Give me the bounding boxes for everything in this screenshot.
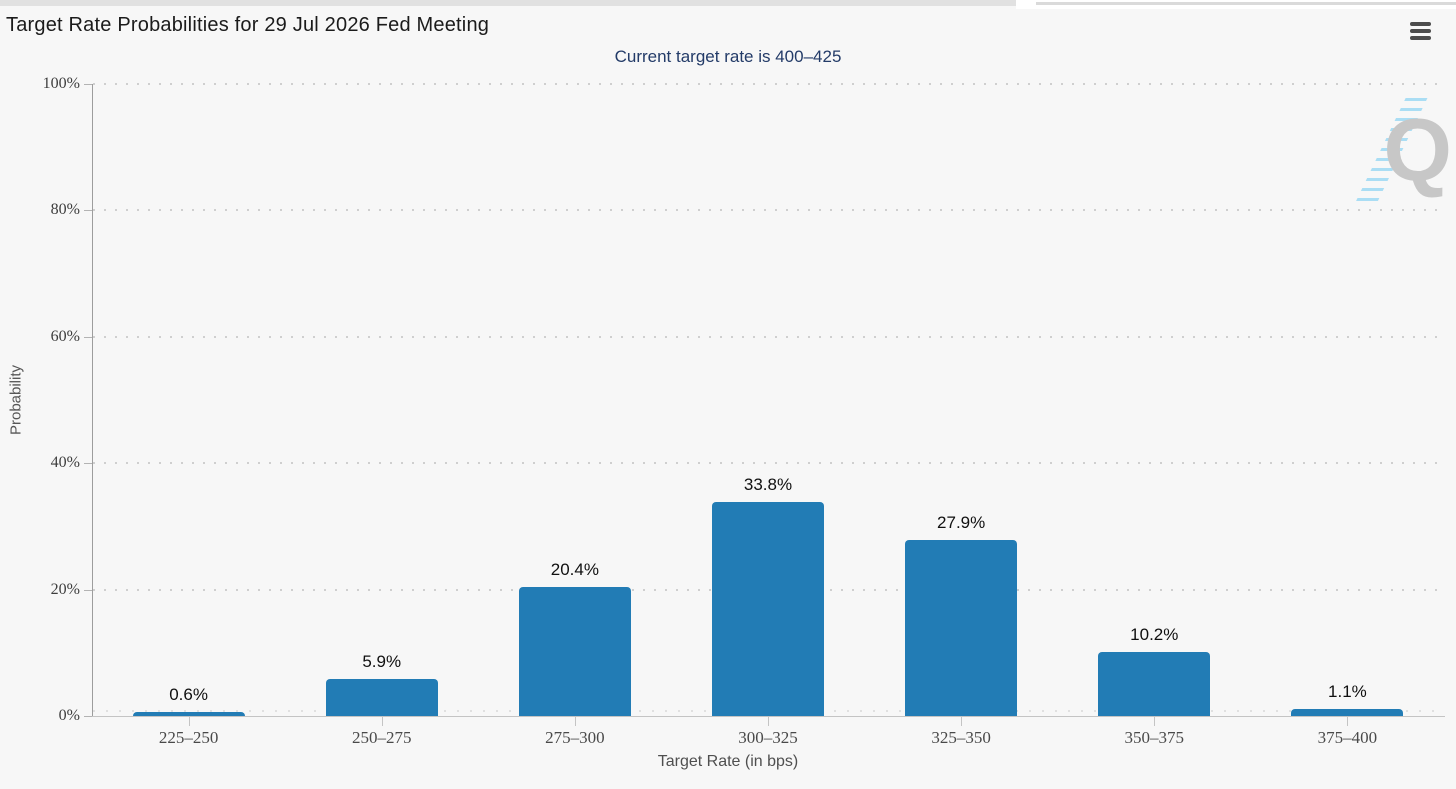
bar-value-label: 0.6% bbox=[169, 685, 208, 705]
bar-value-label: 33.8% bbox=[743, 475, 793, 495]
x-axis-category-label: 325–350 bbox=[931, 728, 991, 747]
x-axis-line bbox=[92, 716, 1445, 717]
bar-325-350[interactable] bbox=[905, 539, 1018, 716]
bar-value-label: 20.4% bbox=[550, 560, 599, 580]
bar-value-label: 10.2% bbox=[1130, 624, 1179, 644]
bar-275-300[interactable] bbox=[518, 587, 631, 716]
y-axis-line bbox=[92, 84, 93, 716]
hamburger-menu-icon[interactable] bbox=[1410, 20, 1434, 42]
bar-value-label: 27.9% bbox=[937, 512, 986, 532]
chart-title: Target Rate Probabilities for 29 Jul 202… bbox=[6, 14, 490, 36]
y-axis-tick bbox=[84, 84, 92, 85]
x-axis-category-label: 275–300 bbox=[545, 728, 605, 747]
gridline-60 bbox=[93, 335, 1438, 338]
y-axis-tick bbox=[84, 210, 92, 212]
y-axis-tick-label: 80% bbox=[50, 201, 80, 219]
x-axis-title: Target Rate (in bps) bbox=[657, 753, 799, 770]
bar-350-375[interactable] bbox=[1098, 651, 1211, 716]
hamburger-bar bbox=[1410, 29, 1431, 33]
x-axis-category-label: 375–400 bbox=[1317, 728, 1378, 747]
x-axis-category-label: 350–375 bbox=[1124, 728, 1185, 747]
bar-300-325[interactable] bbox=[712, 502, 824, 716]
bar-375-400[interactable] bbox=[1291, 709, 1404, 716]
chart-subtitle: Current target rate is 400–425 bbox=[614, 47, 842, 66]
x-axis-tick bbox=[1347, 717, 1349, 726]
y-axis-tick bbox=[84, 716, 92, 717]
x-axis-category-label: 225–250 bbox=[158, 728, 219, 747]
x-axis-tick bbox=[961, 717, 963, 726]
x-axis-category-label: 250–275 bbox=[351, 728, 412, 747]
bar-225-250[interactable] bbox=[132, 712, 245, 716]
x-axis-tick bbox=[574, 717, 576, 726]
x-axis-tick bbox=[381, 717, 383, 726]
gridline-100 bbox=[93, 83, 1438, 85]
hamburger-bar bbox=[1410, 22, 1431, 26]
watermark-q-letter: Q bbox=[1383, 100, 1452, 199]
quikstrike-watermark-logo: Q bbox=[1350, 98, 1454, 206]
x-axis-tick bbox=[188, 717, 190, 726]
y-axis-tick-label: 60% bbox=[50, 327, 80, 345]
y-axis-tick-label: 40% bbox=[50, 454, 80, 472]
y-axis-tick-label: 20% bbox=[50, 580, 80, 598]
x-axis-tick bbox=[768, 717, 769, 726]
y-axis-title: Probability bbox=[7, 364, 25, 436]
y-axis-tick-label: 100% bbox=[42, 75, 80, 92]
gridline-40 bbox=[93, 462, 1438, 465]
bar-250-275[interactable] bbox=[325, 678, 438, 716]
hamburger-bar bbox=[1410, 36, 1431, 40]
y-axis-tick bbox=[84, 589, 92, 591]
y-axis-tick bbox=[84, 336, 92, 338]
y-axis-tick bbox=[84, 463, 92, 465]
x-axis-tick bbox=[1154, 717, 1156, 726]
bar-value-label: 5.9% bbox=[362, 651, 402, 671]
gridline-80 bbox=[93, 209, 1438, 212]
bar-value-label: 1.1% bbox=[1328, 682, 1367, 702]
top-edge-hairline bbox=[1036, 2, 1456, 5]
y-axis-tick-label: 0% bbox=[58, 707, 80, 724]
x-axis-category-label: 300–325 bbox=[738, 728, 798, 747]
top-edge-strip-left bbox=[0, 0, 1016, 6]
